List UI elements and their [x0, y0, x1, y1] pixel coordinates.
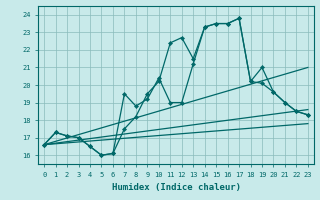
X-axis label: Humidex (Indice chaleur): Humidex (Indice chaleur): [111, 183, 241, 192]
